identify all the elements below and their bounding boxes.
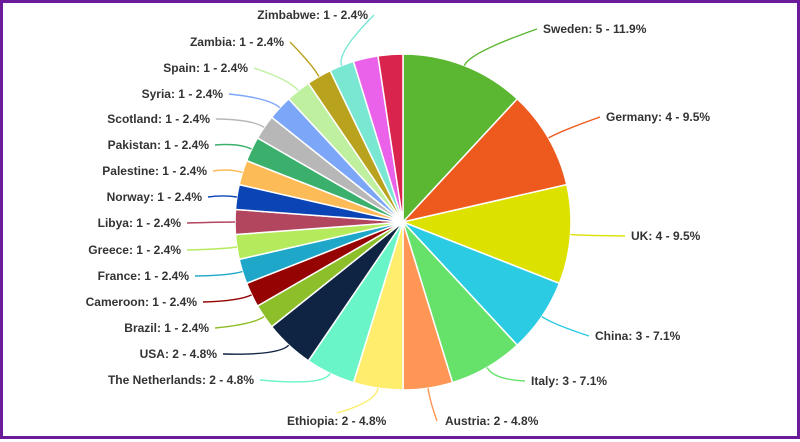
connector-austria [427,387,438,422]
slice-label-pakistan: Pakistan: 1 - 2.4% [108,138,210,152]
slice-label-uk: UK: 4 - 9.5% [631,229,701,243]
slice-label-zambia: Zambia: 1 - 2.4% [190,35,284,49]
connector-palestine [212,169,243,174]
connector-ethiopia [336,387,379,414]
pie-slice-sweden[interactable] [402,53,519,224]
slice-label-brazil: Brazil: 1 - 2.4% [124,321,209,335]
connector-usa [222,344,290,355]
connector-spain [253,67,299,92]
slice-label-china: China: 3 - 7.1% [595,329,681,343]
slice-label-spain: Spain: 1 - 2.4% [163,61,248,75]
slice-label-greece: Greece: 1 - 2.4% [88,243,181,257]
slice-label-france: France: 1 - 2.4% [98,269,190,283]
connector-brazil [214,316,265,329]
slice-label-sweden: Sweden: 5 - 11.9% [543,22,647,36]
slice-label-cameroon: Cameroon: 1 - 2.4% [86,295,198,309]
slice-label-syria: Syria: 1 - 2.4% [142,87,224,101]
connector-scotland [215,118,265,128]
pie-slices [234,53,572,391]
slice-labels: Sweden: 5 - 11.9% Germany: 4 - 9.5% UK: 4 … [86,8,711,428]
slice-label-the-netherlands: The Netherlands: 2 - 4.8% [108,373,254,387]
slice-label-scotland: Scotland: 1 - 2.4% [107,112,210,126]
connector-china [541,316,590,337]
pie-slice-germany[interactable] [400,97,568,224]
connector-pakistan [214,143,252,150]
connector-uk [570,233,626,237]
connector-libya [186,221,236,224]
slice-label-palestine: Palestine: 1 - 2.4% [102,164,207,178]
connector-the-netherlands [259,372,331,383]
connector-cameroon [202,294,252,303]
connector-zambia [289,41,320,77]
slice-label-zimbabwe: Zimbabwe: 1 - 2.4% [257,8,368,22]
slice-label-germany: Germany: 4 - 9.5% [606,110,710,124]
connector-germany [548,116,601,139]
slice-label-norway: Norway: 1 - 2.4% [107,190,203,204]
slice-label-italy: Italy: 3 - 7.1% [531,374,607,388]
slice-label-austria: Austria: 2 - 4.8% [445,414,539,428]
connector-syria [228,93,281,109]
connector-italy [486,367,526,382]
pie-slice-unlabeled-23[interactable] [377,53,404,223]
connector-zimbabwe [340,14,375,66]
slice-label-usa: USA: 2 - 4.8% [140,347,218,361]
connector-norway [207,195,238,198]
connector-greece [186,246,238,251]
connector-france [194,270,243,277]
slice-label-libya: Libya: 1 - 2.4% [98,216,182,230]
slice-label-ethiopia: Ethiopia: 2 - 4.8% [287,414,387,428]
label-connectors [186,14,626,422]
connector-sweden [463,28,538,66]
pie-chart: Sweden: 5 - 11.9% Germany: 4 - 9.5% UK: 4 … [86,8,711,428]
